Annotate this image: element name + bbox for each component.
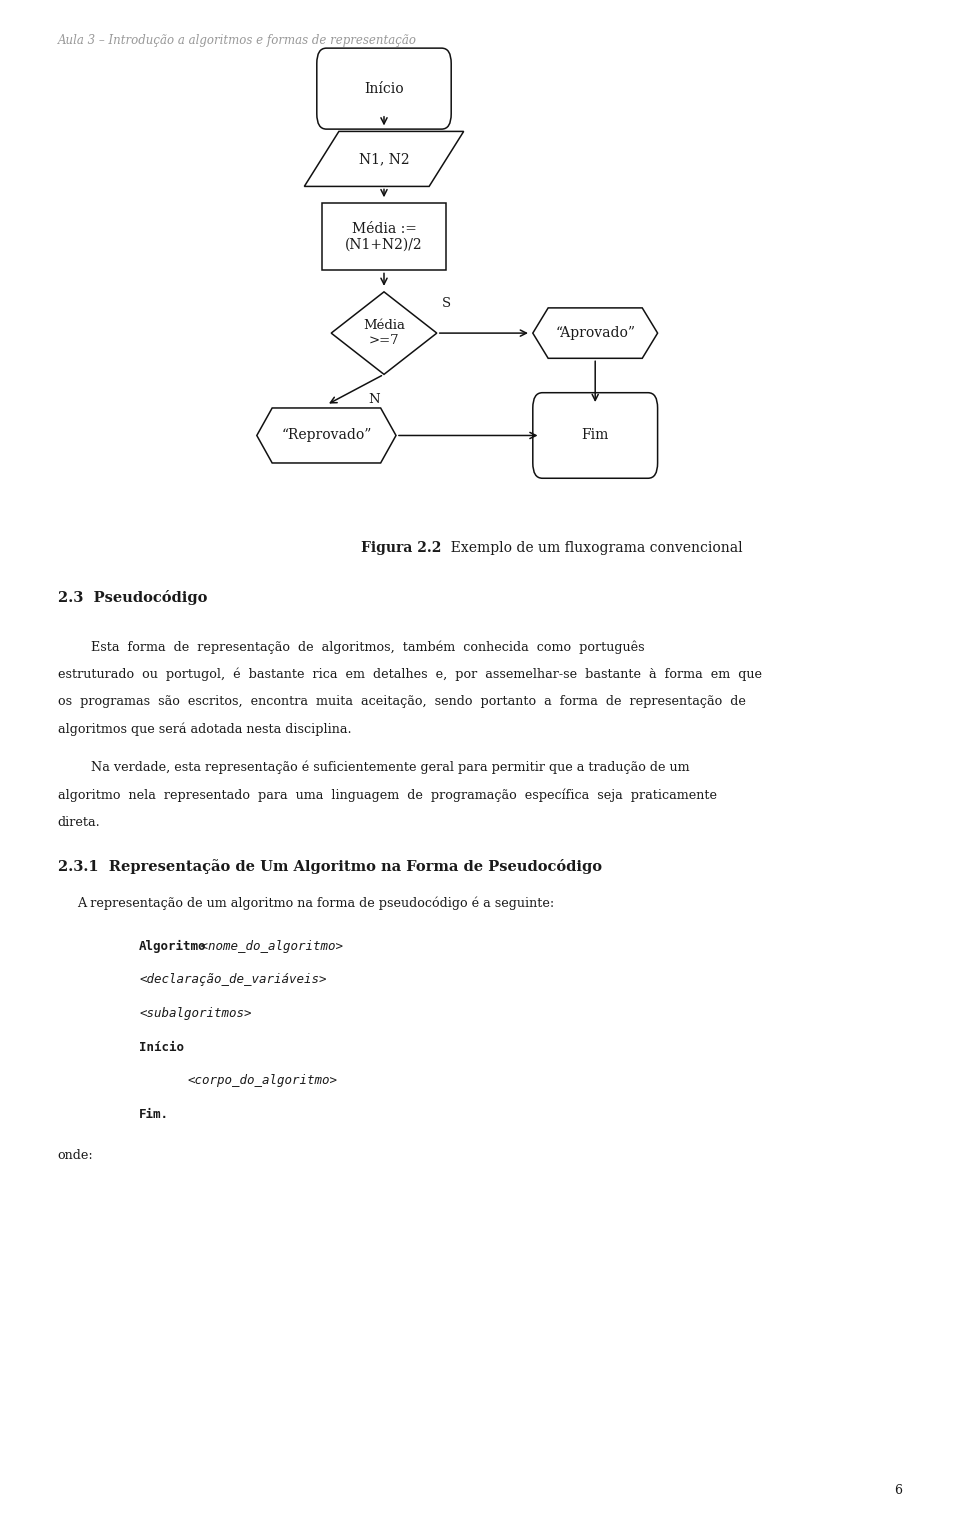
Text: Esta  forma  de  representação  de  algoritmos,  também  conhecida  como  portug: Esta forma de representação de algoritmo… — [91, 640, 645, 654]
Text: Na verdade, esta representação é suficientemente geral para permitir que a tradu: Na verdade, esta representação é suficie… — [91, 761, 690, 775]
Text: 2.3.1  Representação de Um Algoritmo na Forma de Pseudocódigo: 2.3.1 Representação de Um Algoritmo na F… — [58, 859, 602, 874]
Text: algoritmo  nela  representado  para  uma  linguagem  de  programação  específica: algoritmo nela representado para uma lin… — [58, 788, 716, 802]
Text: A representação de um algoritmo na forma de pseudocódigo é a seguinte:: A representação de um algoritmo na forma… — [77, 897, 554, 911]
Text: Início: Início — [139, 1041, 184, 1054]
Text: Exemplo de um fluxograma convencional: Exemplo de um fluxograma convencional — [442, 541, 742, 555]
Polygon shape — [304, 131, 464, 186]
Text: N: N — [369, 393, 380, 406]
Text: <subalgoritmos>: <subalgoritmos> — [139, 1007, 252, 1021]
Text: “Aprovado”: “Aprovado” — [555, 325, 636, 341]
Text: Média
>=7: Média >=7 — [363, 319, 405, 347]
Text: Aula 3 – Introdução a algoritmos e formas de representação: Aula 3 – Introdução a algoritmos e forma… — [58, 34, 417, 47]
Text: N1, N2: N1, N2 — [359, 151, 409, 167]
Polygon shape — [533, 309, 658, 358]
Polygon shape — [331, 292, 437, 374]
Text: “Reprovado”: “Reprovado” — [281, 428, 372, 443]
Text: estruturado  ou  portugol,  é  bastante  rica  em  detalhes  e,  por  assemelhar: estruturado ou portugol, é bastante rica… — [58, 668, 761, 681]
Text: S: S — [442, 296, 451, 310]
Text: direta.: direta. — [58, 816, 101, 830]
Text: Início: Início — [364, 81, 404, 96]
Text: <corpo_do_algoritmo>: <corpo_do_algoritmo> — [187, 1074, 337, 1088]
Text: Algoritmo: Algoritmo — [139, 940, 206, 953]
Text: onde:: onde: — [58, 1149, 93, 1163]
FancyBboxPatch shape — [317, 47, 451, 128]
Text: <declaração_de_variáveis>: <declaração_de_variáveis> — [139, 973, 326, 987]
Polygon shape — [257, 408, 396, 463]
Text: Fim.: Fim. — [139, 1108, 169, 1122]
Text: 6: 6 — [895, 1484, 902, 1497]
Text: 2.3  Pseudocódigo: 2.3 Pseudocódigo — [58, 590, 207, 605]
Text: os  programas  são  escritos,  encontra  muita  aceitação,  sendo  portanto  a  : os programas são escritos, encontra muit… — [58, 695, 746, 709]
Text: Figura 2.2: Figura 2.2 — [361, 541, 442, 555]
Text: Média :=
(N1+N2)/2: Média := (N1+N2)/2 — [346, 222, 422, 252]
Text: Fim: Fim — [582, 428, 609, 443]
Text: algoritmos que será adotada nesta disciplina.: algoritmos que será adotada nesta discip… — [58, 723, 351, 736]
FancyBboxPatch shape — [533, 393, 658, 478]
Text: <nome_do_algoritmo>: <nome_do_algoritmo> — [193, 940, 343, 953]
Bar — [322, 203, 446, 270]
